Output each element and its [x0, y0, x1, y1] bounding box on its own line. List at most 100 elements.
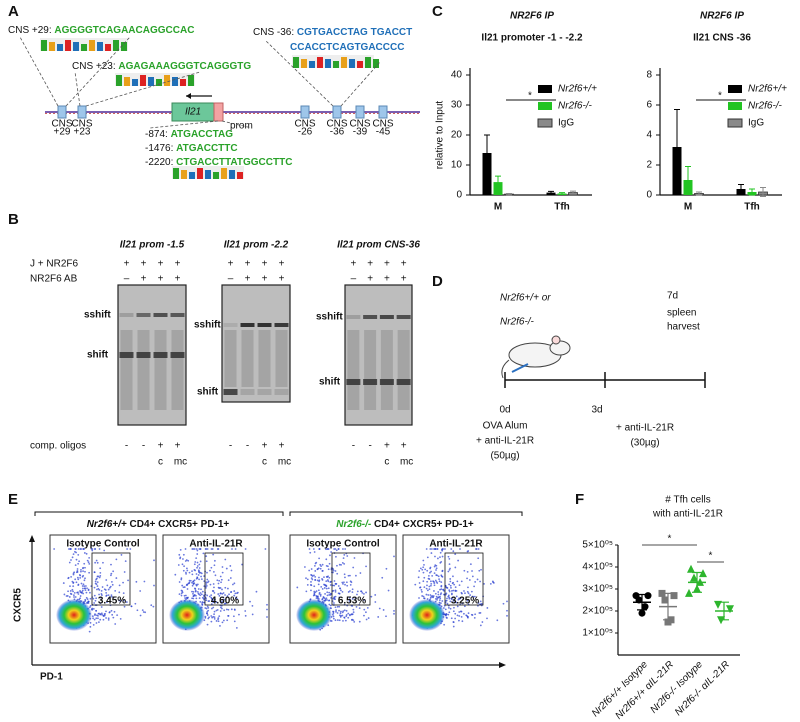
event-dot [466, 570, 469, 573]
sequence: -2220: CTGACCTTATGGCCTTC [145, 157, 292, 168]
row-sign: + [262, 259, 268, 270]
event-dot [422, 566, 425, 569]
row-sign: – [124, 274, 130, 285]
gel-band [346, 379, 361, 385]
event-dot [206, 605, 209, 608]
row-sign: + [262, 274, 268, 285]
event-dot [88, 630, 91, 633]
event-dot [235, 627, 238, 629]
event-dot [229, 577, 232, 579]
event-dot [332, 610, 335, 613]
event-dot [333, 584, 336, 587]
cns-name: CNS [349, 119, 370, 130]
legend-label: IgG [748, 118, 764, 129]
event-dot [476, 578, 479, 581]
event-dot [480, 602, 483, 605]
event-dot [110, 572, 113, 575]
event-dot [311, 575, 314, 577]
event-dot [319, 563, 322, 566]
connector [264, 39, 334, 107]
event-dot [342, 583, 344, 585]
event-dot [424, 568, 427, 571]
event-dot [90, 608, 93, 611]
comp-name: c [262, 457, 267, 468]
event-dot [75, 571, 78, 574]
gene-label: Il21 [185, 107, 201, 118]
event-dot [363, 598, 366, 601]
event-dot [325, 564, 328, 567]
event-dot [441, 600, 444, 602]
event-dot [216, 579, 219, 582]
event-dot [185, 567, 188, 570]
row-sign: + [401, 274, 407, 285]
comp-sign: + [279, 441, 285, 452]
event-dot [440, 602, 442, 605]
gel-band [119, 352, 134, 358]
event-dot [123, 605, 126, 608]
x-tick-label: Tfh [744, 202, 760, 213]
event-dot [99, 574, 102, 577]
gel-band [363, 315, 378, 319]
event-dot [233, 590, 236, 592]
event-dot [352, 608, 355, 611]
event-dot [86, 587, 88, 590]
event-dot [95, 617, 98, 620]
gel-band [136, 352, 151, 358]
event-dot [325, 548, 327, 551]
event-dot [194, 589, 197, 592]
chart-title: NR2F6 IP [510, 11, 554, 22]
motif-logo-letter [189, 172, 195, 179]
event-dot [332, 568, 335, 571]
y-tick-label: 6 [646, 100, 652, 111]
event-dot [70, 559, 72, 561]
event-dot [355, 605, 358, 608]
event-dot [350, 581, 353, 584]
event-dot [191, 590, 193, 593]
event-dot [342, 557, 345, 560]
y-tick-label: 8 [646, 70, 652, 81]
error-bar [685, 166, 691, 194]
event-dot [463, 612, 465, 615]
event-dot [343, 581, 345, 584]
connector [221, 120, 253, 129]
event-dot [449, 584, 452, 587]
event-dot [195, 557, 198, 560]
event-dot [346, 555, 349, 557]
event-dot [203, 594, 205, 597]
event-dot [210, 594, 213, 597]
event-dot [442, 548, 444, 550]
event-dot [183, 586, 186, 588]
event-dot [82, 567, 84, 570]
event-dot [443, 623, 446, 626]
event-dot [337, 548, 340, 550]
y-tick-label: 10 [451, 160, 463, 171]
event-dot [436, 548, 439, 550]
event-dot [437, 593, 440, 596]
event-dot [474, 613, 477, 616]
header-bracket [289, 511, 523, 516]
event-dot [202, 597, 205, 600]
event-dot [466, 615, 468, 617]
event-dot [441, 555, 444, 558]
event-dot [72, 582, 75, 584]
event-dot [468, 579, 471, 581]
event-dot [139, 614, 142, 617]
event-dot [69, 585, 71, 588]
row-sign: + [175, 259, 181, 270]
event-dot [198, 578, 200, 581]
gate [204, 552, 244, 606]
gel-smear [275, 330, 288, 387]
event-dot [232, 583, 234, 586]
event-dot [433, 582, 436, 584]
event-dot [212, 615, 215, 618]
event-dot [312, 594, 315, 597]
event-dot [425, 548, 428, 550]
event-dot [335, 610, 337, 613]
event-dot [73, 594, 75, 597]
comp-sign: + [158, 441, 164, 452]
event-dot [178, 581, 181, 583]
motif-logo-letter [229, 170, 235, 179]
event-dot [69, 590, 72, 592]
gel-band [240, 323, 255, 327]
event-dot [126, 548, 129, 550]
